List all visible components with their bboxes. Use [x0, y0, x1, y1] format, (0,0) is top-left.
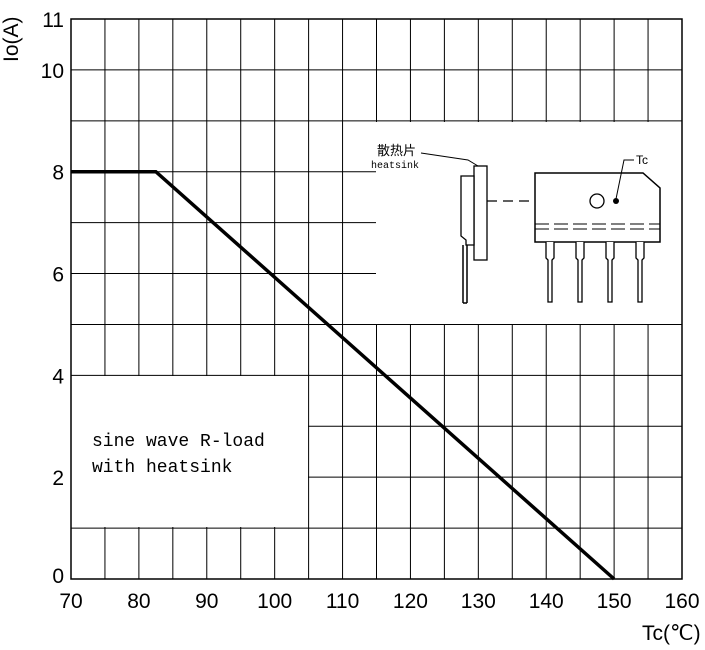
y-tick-label: 2 — [52, 467, 64, 490]
y-tick-labels: 0 2 4 6 8 10 11 — [41, 9, 65, 588]
x-tick-label: 100 — [257, 590, 292, 613]
package-diagram: 散热片 heatsink Tc — [371, 122, 685, 324]
y-tick-label: 6 — [52, 264, 64, 287]
series-line — [71, 169, 616, 581]
x-tick-labels: 70 80 90 100 110 120 130 140 150 160 — [59, 590, 699, 613]
y-tick-label: 10 — [41, 60, 64, 83]
mounting-hole-icon — [589, 193, 605, 209]
x-tick-label: 90 — [195, 590, 218, 613]
y-tick-label: 4 — [52, 365, 64, 388]
tc-label: Tc — [636, 153, 648, 167]
x-axis-label: Tc(℃) — [642, 622, 701, 645]
y-tick-label: 8 — [52, 162, 64, 185]
y-tick-label: 0 — [52, 565, 64, 588]
x-tick-label: 140 — [529, 590, 564, 613]
x-tick-label: 110 — [326, 590, 359, 613]
heatsink-leader — [420, 152, 479, 167]
package-pin — [605, 242, 615, 303]
package-side — [460, 175, 475, 246]
package-pins — [545, 242, 645, 303]
package-pin — [635, 242, 645, 303]
legend-line-2: with heatsink — [92, 458, 232, 478]
heatsink-cn-label: 散热片 — [377, 144, 416, 159]
legend-box: sine wave R-load with heatsink — [71, 376, 308, 527]
tc-leader — [615, 159, 634, 200]
legend-line-1: sine wave R-load — [92, 432, 265, 452]
x-tick-label: 70 — [59, 590, 82, 613]
plot-frame — [70, 18, 683, 580]
y-tick-label: 11 — [42, 9, 64, 32]
tc-point-icon — [613, 198, 619, 204]
x-tick-label: 80 — [127, 590, 150, 613]
package-pin — [575, 242, 585, 303]
x-tick-label: 120 — [393, 590, 428, 613]
y-axis-label: Io(A) — [0, 16, 23, 62]
heatsink-en-label: heatsink — [371, 160, 419, 172]
x-tick-label: 150 — [597, 590, 632, 613]
x-tick-label: 160 — [664, 590, 699, 613]
x-tick-label: 130 — [461, 590, 496, 613]
heatsink-plate — [473, 165, 488, 261]
package-pin — [545, 242, 555, 303]
